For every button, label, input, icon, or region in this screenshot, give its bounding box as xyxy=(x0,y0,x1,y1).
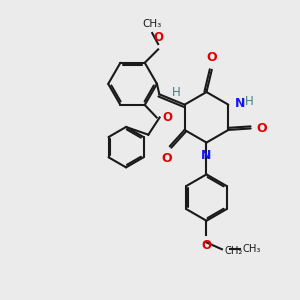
Text: O: O xyxy=(206,51,217,64)
Text: O: O xyxy=(256,122,267,135)
Text: O: O xyxy=(153,31,163,44)
Text: N: N xyxy=(200,149,211,162)
Text: O: O xyxy=(161,152,172,165)
Text: CH₃: CH₃ xyxy=(242,244,260,254)
Text: O: O xyxy=(162,111,172,124)
Text: H: H xyxy=(245,94,254,108)
Text: CH₃: CH₃ xyxy=(142,19,162,28)
Text: O: O xyxy=(202,238,212,252)
Text: H: H xyxy=(172,86,181,99)
Text: CH₂: CH₂ xyxy=(224,246,243,256)
Text: N: N xyxy=(235,97,245,110)
